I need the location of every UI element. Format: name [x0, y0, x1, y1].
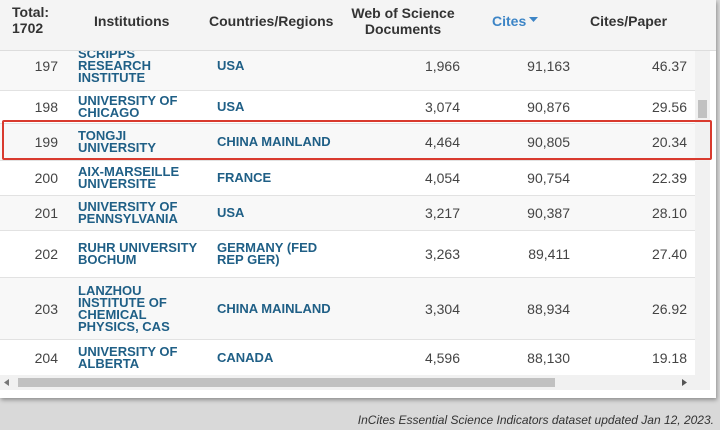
cites-count: 90,754	[527, 170, 570, 186]
institution-name[interactable]: TONGJI UNIVERSITY	[78, 128, 157, 155]
rank: 204	[34, 349, 58, 366]
documents-count: 4,596	[424, 349, 460, 366]
rank: 201	[34, 205, 58, 221]
cites-per-paper: 19.18	[651, 349, 687, 366]
table-row: 200 AIX-MARSEILLE UNIVERSITE FRANCE 4,054 90…	[0, 161, 695, 196]
country-name: CHINA MAINLAND	[217, 300, 331, 316]
table-body: 197 SCRIPPS RESEARCH INSTITUTE USA 1,966 91,…	[0, 51, 695, 375]
rank: 202	[34, 246, 58, 262]
country-name: USA	[217, 205, 245, 220]
documents-count: 3,304	[424, 300, 460, 317]
scroll-thumb[interactable]	[698, 100, 707, 118]
scroll-right[interactable]	[682, 379, 688, 386]
total-count: Total: 1702	[12, 4, 50, 36]
column-header[interactable]: Cites/Paper	[590, 13, 668, 29]
footnote: InCites Essential Science Indicators dat…	[357, 413, 714, 427]
table-row: 204 UNIVERSITY OF ALBERTA CANADA 4,596 88,13…	[0, 340, 695, 375]
table-row: 202 RUHR UNIVERSITY BOCHUM GERMANY (FED RE…	[0, 231, 695, 278]
institution-name[interactable]: LANZHOU INSTITUTE OF CHEMICAL PHYSICS, C…	[78, 282, 170, 334]
highlight-box	[2, 120, 712, 160]
cites-count: 88,934	[527, 300, 570, 317]
cites-count: 90,387	[527, 205, 570, 221]
rank: 198	[34, 99, 58, 115]
vertical-scrollbar[interactable]	[695, 51, 710, 375]
documents-count: 4,054	[424, 170, 460, 186]
table-row: 198 UNIVERSITY OF CHICAGO USA 3,074 90,876 29…	[0, 91, 695, 124]
column-header[interactable]: Cites	[492, 13, 527, 29]
country-name: USA	[217, 57, 245, 73]
table-row: 199 TONGJI UNIVERSITY CHINA MAINLAND 4,464 9…	[0, 124, 695, 161]
column-header[interactable]: Institutions	[94, 13, 170, 29]
institution-name[interactable]: SCRIPPS RESEARCH INSTITUTE	[78, 51, 151, 85]
documents-count: 4,464	[424, 134, 460, 150]
institution-name[interactable]: RUHR UNIVERSITY BOCHUM	[78, 240, 197, 267]
cites-per-paper: 22.39	[651, 170, 687, 186]
table-row: 197 SCRIPPS RESEARCH INSTITUTE USA 1,966 91,…	[0, 51, 695, 91]
country-name: GERMANY (FED REP GER)	[217, 240, 318, 267]
column-header[interactable]: Countries/Regions	[209, 13, 334, 29]
cites-per-paper: 28.10	[651, 205, 687, 221]
cites-count: 88,130	[527, 349, 570, 366]
documents-count: 1,966	[424, 57, 460, 74]
scroll-left[interactable]	[4, 379, 10, 386]
column-header[interactable]: Web of Science Documents	[351, 5, 455, 37]
table-header: Total: 1702 Institutions Countries/Regio…	[0, 0, 716, 51]
country-name: CANADA	[217, 349, 274, 365]
cites-per-paper: 27.40	[651, 246, 687, 262]
institution-name[interactable]: UNIVERSITY OF CHICAGO	[78, 93, 178, 120]
ranking-panel: Total: 1702 Institutions Countries/Regio…	[0, 0, 716, 398]
scroll-thumb[interactable]	[18, 378, 555, 387]
documents-count: 3,074	[424, 99, 460, 115]
table-row: 203 LANZHOU INSTITUTE OF CHEMICAL PHYSICS…	[0, 278, 695, 340]
cites-per-paper: 20.34	[651, 134, 687, 150]
country-name: FRANCE	[217, 170, 272, 185]
cites-per-paper: 29.56	[651, 99, 687, 115]
cites-count: 90,805	[527, 134, 570, 150]
rank: 203	[34, 300, 58, 317]
institution-name[interactable]: AIX-MARSEILLE UNIVERSITE	[78, 164, 180, 191]
cites-per-paper: 46.37	[651, 57, 687, 74]
country-name: CHINA MAINLAND	[217, 134, 331, 149]
rank: 197	[34, 57, 58, 74]
documents-count: 3,217	[424, 205, 460, 221]
cites-count: 89,411	[528, 246, 570, 262]
rank: 199	[34, 134, 58, 150]
cites-per-paper: 26.92	[651, 300, 687, 317]
cites-count: 91,163	[527, 57, 570, 74]
sort-arrow[interactable]	[529, 17, 538, 23]
table-row: 201 UNIVERSITY OF PENNSYLVANIA USA 3,217 90,…	[0, 196, 695, 231]
country-name: USA	[217, 99, 245, 114]
rows: 197 SCRIPPS RESEARCH INSTITUTE USA 1,966 91,…	[0, 51, 695, 375]
documents-count: 3,263	[424, 246, 460, 262]
institution-name[interactable]: UNIVERSITY OF ALBERTA	[78, 343, 178, 371]
rank: 200	[34, 170, 58, 186]
cites-count: 90,876	[527, 99, 570, 115]
institution-name[interactable]: UNIVERSITY OF PENNSYLVANIA	[78, 199, 178, 226]
